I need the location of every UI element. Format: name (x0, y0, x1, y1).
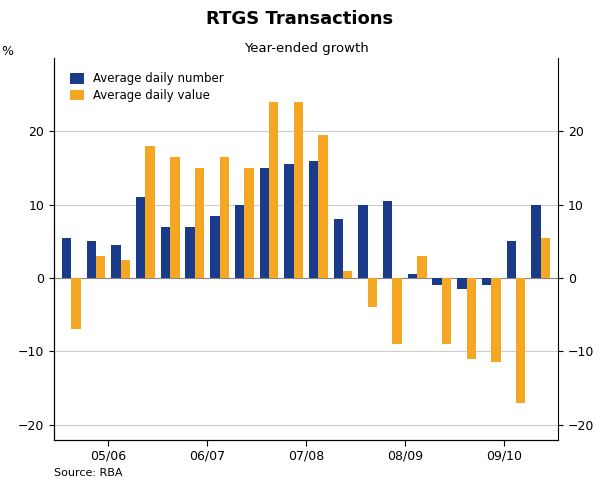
Bar (145, 146, 155, 278)
Bar (284, 164, 293, 278)
Bar (467, 278, 476, 359)
Bar (368, 278, 377, 308)
Bar (121, 260, 130, 278)
Bar (457, 278, 467, 289)
Bar (541, 238, 550, 278)
Bar (235, 205, 244, 278)
Bar (161, 227, 170, 278)
Y-axis label: %: % (599, 45, 600, 58)
Bar (417, 256, 427, 278)
Bar (71, 278, 80, 329)
Bar (86, 242, 96, 278)
Y-axis label: %: % (1, 45, 13, 58)
Bar (244, 168, 254, 278)
Bar (185, 227, 195, 278)
Text: Source: RBA: Source: RBA (54, 468, 122, 478)
Bar (408, 274, 417, 278)
Text: RTGS Transactions: RTGS Transactions (206, 10, 394, 28)
Bar (112, 245, 121, 278)
Bar (506, 242, 516, 278)
Bar (491, 278, 500, 362)
Bar (392, 278, 402, 344)
Bar (260, 168, 269, 278)
Bar (532, 205, 541, 278)
Bar (309, 161, 319, 278)
Bar (442, 278, 451, 344)
Bar (319, 135, 328, 278)
Bar (62, 238, 71, 278)
Bar (96, 256, 106, 278)
Bar (358, 205, 368, 278)
Bar (433, 278, 442, 285)
Bar (136, 198, 145, 278)
Bar (170, 157, 179, 278)
Bar (334, 219, 343, 278)
Title: Year-ended growth: Year-ended growth (244, 43, 368, 56)
Bar (383, 201, 392, 278)
Bar (195, 168, 204, 278)
Bar (343, 271, 352, 278)
Bar (516, 278, 526, 403)
Bar (293, 102, 303, 278)
Bar (210, 216, 220, 278)
Bar (269, 102, 278, 278)
Bar (482, 278, 491, 285)
Legend: Average daily number, Average daily value: Average daily number, Average daily valu… (65, 68, 229, 107)
Bar (220, 157, 229, 278)
